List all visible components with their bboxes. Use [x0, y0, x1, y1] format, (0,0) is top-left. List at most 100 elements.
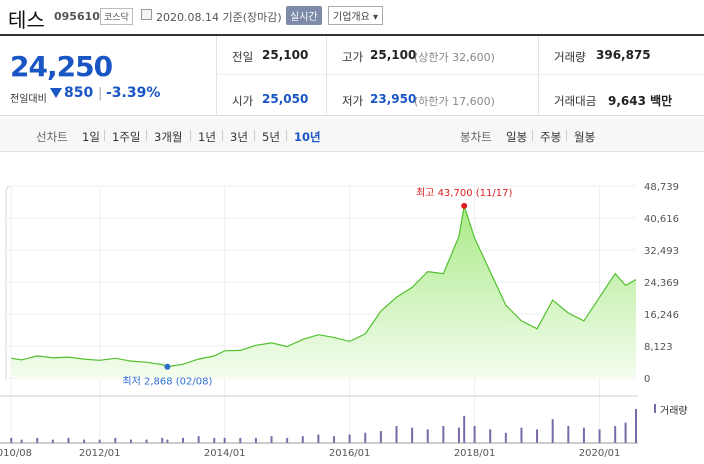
- volume-bar: [67, 437, 70, 443]
- period-bar: [0, 118, 704, 152]
- volume-bar: [145, 439, 148, 443]
- period-separator: [286, 130, 287, 141]
- y-tick-label: 48,739: [644, 182, 679, 193]
- volume-value: 396,875: [596, 48, 651, 62]
- volume-bar: [254, 437, 257, 443]
- period-separator: [190, 130, 191, 141]
- price-summary: [0, 34, 704, 116]
- period-5y[interactable]: 5년: [262, 130, 280, 144]
- x-tick-label: 2020/01: [579, 448, 621, 459]
- y-axis: 48,739 40,616 32,493 24,369 16,246 8,123 0: [644, 182, 679, 385]
- low-label: 저가: [342, 94, 364, 108]
- volume-bar: [213, 437, 216, 443]
- change-percent: -3.39%: [106, 85, 161, 101]
- volume-bar: [489, 429, 492, 443]
- volume-bar: [536, 429, 539, 443]
- line-chart-label: 선차트: [36, 130, 68, 144]
- volume-bar: [301, 436, 304, 443]
- candle-monthly[interactable]: 월봉: [574, 130, 596, 144]
- volume-bar: [442, 426, 445, 443]
- volume-bars: [10, 409, 637, 443]
- change-label: 전일대비: [10, 94, 47, 105]
- x-tick-label: 2010/08: [0, 448, 32, 459]
- realtime-button[interactable]: 실시간: [286, 6, 322, 25]
- x-tick-label: 2018/01: [454, 448, 496, 459]
- volume-bar: [98, 439, 101, 443]
- candle-weekly[interactable]: 주봉: [540, 130, 562, 144]
- period-3m[interactable]: 3개월: [154, 130, 183, 144]
- upper-limit: (상한가 32,600): [414, 51, 495, 64]
- price-line: [11, 205, 637, 368]
- amount-label: 거래대금: [554, 94, 597, 108]
- volume-bar: [51, 439, 54, 443]
- low-value: 23,950: [370, 92, 417, 106]
- period-1y[interactable]: 1년: [198, 130, 216, 144]
- stock-code: 095610: [54, 10, 100, 23]
- company-overview-dropdown[interactable]: 기업개요 ▾: [328, 6, 383, 25]
- period-1d[interactable]: 1일: [82, 130, 100, 144]
- y-tick-label: 32,493: [644, 246, 679, 257]
- period-separator: [532, 130, 533, 141]
- candle-chart-label: 봉차트: [460, 130, 492, 144]
- volume-bar: [129, 439, 132, 443]
- max-label: 최고 43,700 (11/17): [416, 187, 512, 199]
- y-tick-label: 24,369: [644, 278, 679, 289]
- open-label: 시가: [232, 94, 254, 108]
- volume-bar: [239, 437, 242, 443]
- volume-bar: [598, 429, 601, 443]
- summary-divider: [326, 36, 327, 116]
- summary-divider: [538, 36, 539, 116]
- volume-bar: [635, 409, 637, 443]
- stock-name: 테스: [8, 8, 45, 32]
- prev-close-value: 25,100: [262, 48, 309, 62]
- period-10y[interactable]: 10년: [294, 130, 321, 144]
- open-value: 25,050: [262, 92, 309, 106]
- volume-bar: [10, 437, 13, 443]
- volume-bar: [114, 437, 117, 443]
- period-separator: [146, 130, 147, 141]
- base-date: 2020.08.14 기준(장마감): [156, 11, 282, 24]
- volume-bar: [20, 439, 23, 443]
- current-price: 24,250: [10, 50, 113, 83]
- y-tick-label: 16,246: [644, 310, 679, 321]
- market-badge: 코스닥: [100, 8, 133, 25]
- price-area: [11, 205, 636, 378]
- volume-bar: [504, 432, 507, 443]
- x-tick-label: 2014/01: [204, 448, 246, 459]
- volume-bar: [286, 437, 289, 443]
- period-separator: [566, 130, 567, 141]
- volume-bar: [348, 434, 351, 443]
- volume-bar: [166, 439, 169, 443]
- amount-value: 9,643 백만: [608, 94, 673, 108]
- volume-bar: [411, 427, 414, 443]
- period-1w[interactable]: 1주일: [112, 130, 141, 144]
- lower-limit: (하한가 17,600): [414, 95, 495, 108]
- down-arrow-icon: [50, 88, 62, 98]
- period-3y[interactable]: 3년: [230, 130, 248, 144]
- high-label: 고가: [342, 50, 364, 64]
- x-axis: 2010/08 2012/01 2014/01 2016/01 2018/01 2020/…: [0, 448, 620, 459]
- high-value: 25,100: [370, 48, 417, 62]
- min-point: [164, 363, 171, 370]
- calendar-icon: [141, 9, 152, 20]
- prev-close-label: 전일: [232, 50, 254, 64]
- volume-bar: [182, 437, 185, 443]
- y-tick-label: 0: [644, 374, 650, 385]
- x-tick-label: 2016/01: [329, 448, 371, 459]
- volume-bar: [473, 426, 476, 443]
- period-separator: [222, 130, 223, 141]
- volume-bar: [379, 431, 382, 443]
- candle-daily[interactable]: 일봉: [506, 130, 528, 144]
- volume-bar: [223, 437, 226, 443]
- volume-bar: [426, 429, 429, 443]
- period-separator: [254, 130, 255, 141]
- volume-bar: [624, 422, 627, 443]
- volume-bar: [551, 419, 554, 443]
- volume-bar: [582, 427, 585, 443]
- summary-divider: [216, 36, 217, 116]
- y-tick-label: 8,123: [644, 342, 673, 353]
- max-point: [461, 202, 468, 209]
- volume-bar: [270, 436, 273, 443]
- price-chart: 48,739 40,616 32,493 24,369 16,246 8,123 0 201…: [0, 182, 679, 459]
- volume-bar: [457, 427, 460, 443]
